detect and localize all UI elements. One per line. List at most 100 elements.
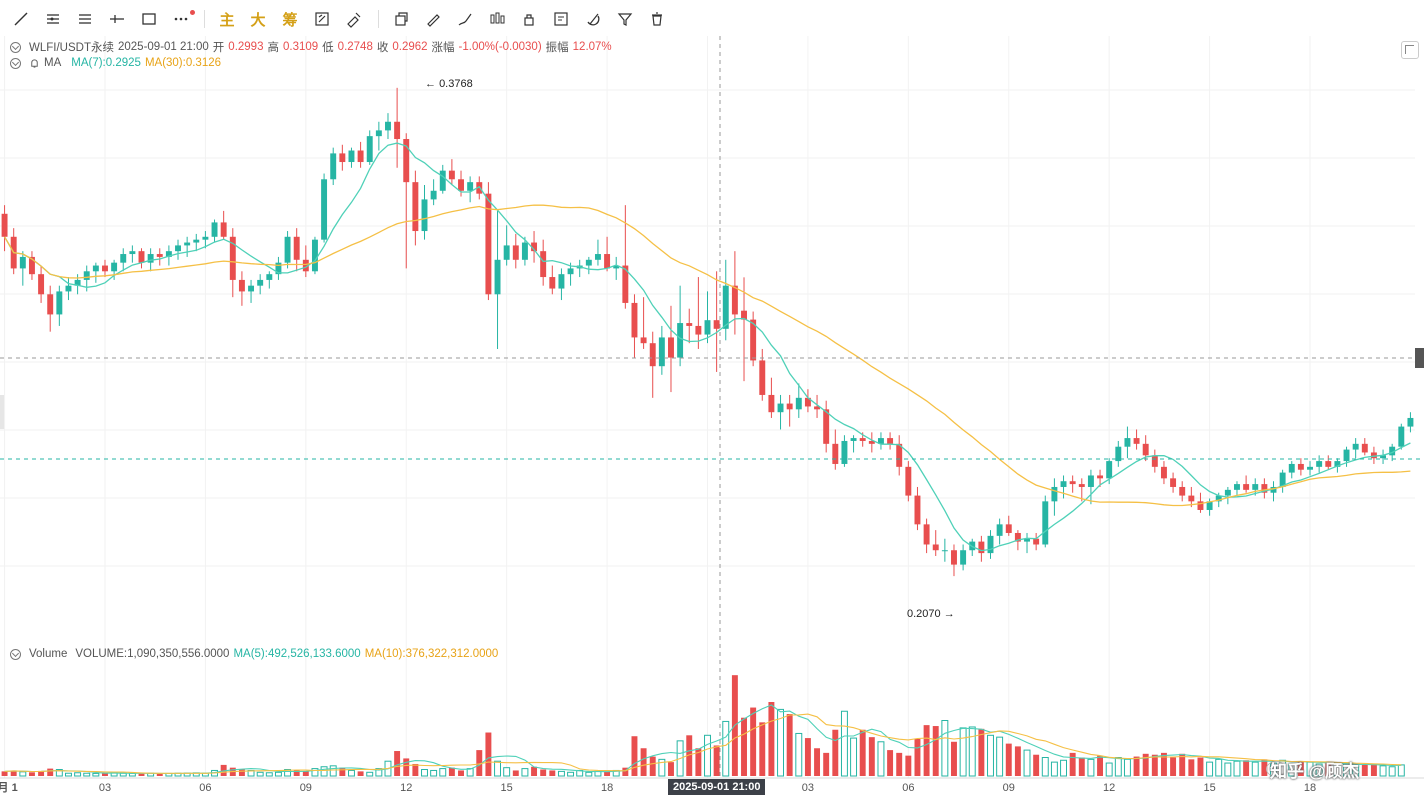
volume-bar-down — [1014, 746, 1021, 776]
price-axis-handle[interactable] — [1415, 348, 1424, 368]
main-chart-button[interactable]: 主 — [219, 11, 235, 29]
volume-bar-up — [968, 726, 976, 777]
candle-down — [695, 325, 702, 335]
volume-bar-down — [357, 771, 364, 776]
rectangle-icon[interactable] — [138, 8, 160, 30]
volume-bar-down — [713, 745, 720, 776]
trash-icon[interactable] — [646, 8, 668, 30]
reset-icon[interactable] — [311, 8, 333, 30]
volume-bar-up — [987, 734, 994, 777]
candle-up — [375, 130, 382, 137]
left-panel-handle[interactable] — [0, 395, 4, 429]
candle-down — [686, 323, 693, 326]
candle-down — [1069, 481, 1076, 485]
trend-line-icon[interactable] — [10, 8, 32, 30]
change-value: -1.00%(-0.0030) — [458, 41, 542, 53]
volume-bar-up — [658, 758, 666, 777]
volume-bar-up — [1233, 760, 1241, 777]
x-tick-label: 15 — [501, 782, 513, 794]
volume-bar-up — [329, 765, 337, 777]
volume-bar-up — [1315, 763, 1323, 777]
collapse-icon[interactable] — [10, 648, 21, 660]
candle-down — [951, 550, 957, 565]
high-label: 高 — [267, 42, 279, 54]
x-tick-label: 06 — [902, 782, 914, 794]
candle-up — [1316, 461, 1323, 467]
volume-bar-down — [28, 772, 35, 776]
volume-bar-up — [1041, 757, 1049, 777]
lock-icon[interactable] — [518, 8, 540, 30]
volume-bar-down — [695, 748, 702, 776]
volume-bar-down — [1069, 752, 1076, 776]
filter-icon[interactable] — [614, 8, 636, 30]
volume-bar-up — [1288, 763, 1296, 777]
candle-up — [1234, 484, 1240, 490]
candle-down — [549, 277, 556, 289]
collapse-icon[interactable] — [10, 57, 21, 69]
horizontal-lines-icon[interactable] — [42, 8, 64, 30]
magnet-icon[interactable] — [582, 8, 604, 30]
candle-up — [521, 242, 528, 260]
volume-bar-down — [1179, 753, 1186, 776]
candle-up — [795, 397, 802, 410]
volume-bar-down — [1197, 757, 1204, 776]
bell-icon[interactable] — [29, 58, 40, 69]
volume-bar-down — [768, 702, 775, 776]
chip-distribution-button[interactable]: 筹 — [282, 11, 298, 29]
candle-up — [1124, 438, 1131, 447]
volume-bar-up — [274, 771, 282, 777]
note-icon[interactable] — [550, 8, 572, 30]
collapse-icon[interactable] — [10, 41, 21, 53]
x-axis-ticks: 9月 10306091215189月 2030609121518 — [0, 781, 1316, 794]
candle-down — [914, 495, 921, 525]
brush-icon[interactable] — [454, 8, 476, 30]
volume-bar-down — [905, 755, 912, 776]
candle-up — [120, 254, 127, 263]
pencil-icon[interactable] — [422, 8, 444, 30]
candle-up — [184, 242, 191, 246]
candle-up — [439, 170, 446, 191]
candle-up — [284, 236, 291, 263]
candle-up — [147, 254, 154, 263]
volume-bar-down — [1133, 756, 1140, 776]
more-icon[interactable] — [170, 8, 192, 30]
candle-down — [531, 242, 538, 252]
volume-bar-up — [877, 741, 885, 777]
parallel-channel-icon[interactable] — [74, 8, 96, 30]
fullscreen-icon[interactable] — [1401, 41, 1419, 59]
high-value: 0.3109 — [282, 41, 319, 53]
volume-bar-down — [932, 726, 939, 776]
volume-bar-down — [978, 728, 985, 776]
watermark: 知乎 @顾杰 — [1270, 762, 1360, 781]
volume-bar-up — [83, 772, 91, 777]
candle-down — [905, 466, 912, 496]
candle-up — [321, 179, 328, 240]
candle-up — [1087, 475, 1094, 487]
amplitude-value: 12.07% — [572, 41, 612, 53]
candle-down — [238, 279, 245, 292]
open-label: 开 — [212, 42, 225, 54]
measure-icon[interactable] — [343, 8, 365, 30]
volume-bar-up — [840, 710, 848, 777]
volume-bar-down — [1160, 752, 1167, 776]
candles — [1, 87, 1414, 577]
volume-bar-down — [1297, 761, 1304, 776]
candle-down — [229, 236, 236, 280]
volume-bar-down — [951, 741, 957, 776]
close-value: 0.2962 — [392, 41, 428, 53]
volume-bar-up — [19, 771, 27, 777]
volume-bar-up — [1123, 758, 1131, 777]
copy-icon[interactable] — [390, 8, 412, 30]
volume-bar-down — [649, 756, 656, 776]
volume-bar-down — [832, 729, 839, 776]
candle-bars-icon[interactable] — [486, 8, 508, 30]
x-tick-label: 9月 1 — [0, 781, 18, 794]
candle-down — [476, 182, 483, 194]
horizontal-ray-icon[interactable] — [106, 8, 128, 30]
big-order-button[interactable]: 大 — [250, 11, 266, 29]
volume-bar-up — [1397, 764, 1405, 777]
arrow-right-icon: → — [940, 608, 955, 620]
low-price-marker: 0.2070 → — [907, 608, 955, 620]
volume-bar-down — [1325, 763, 1332, 776]
